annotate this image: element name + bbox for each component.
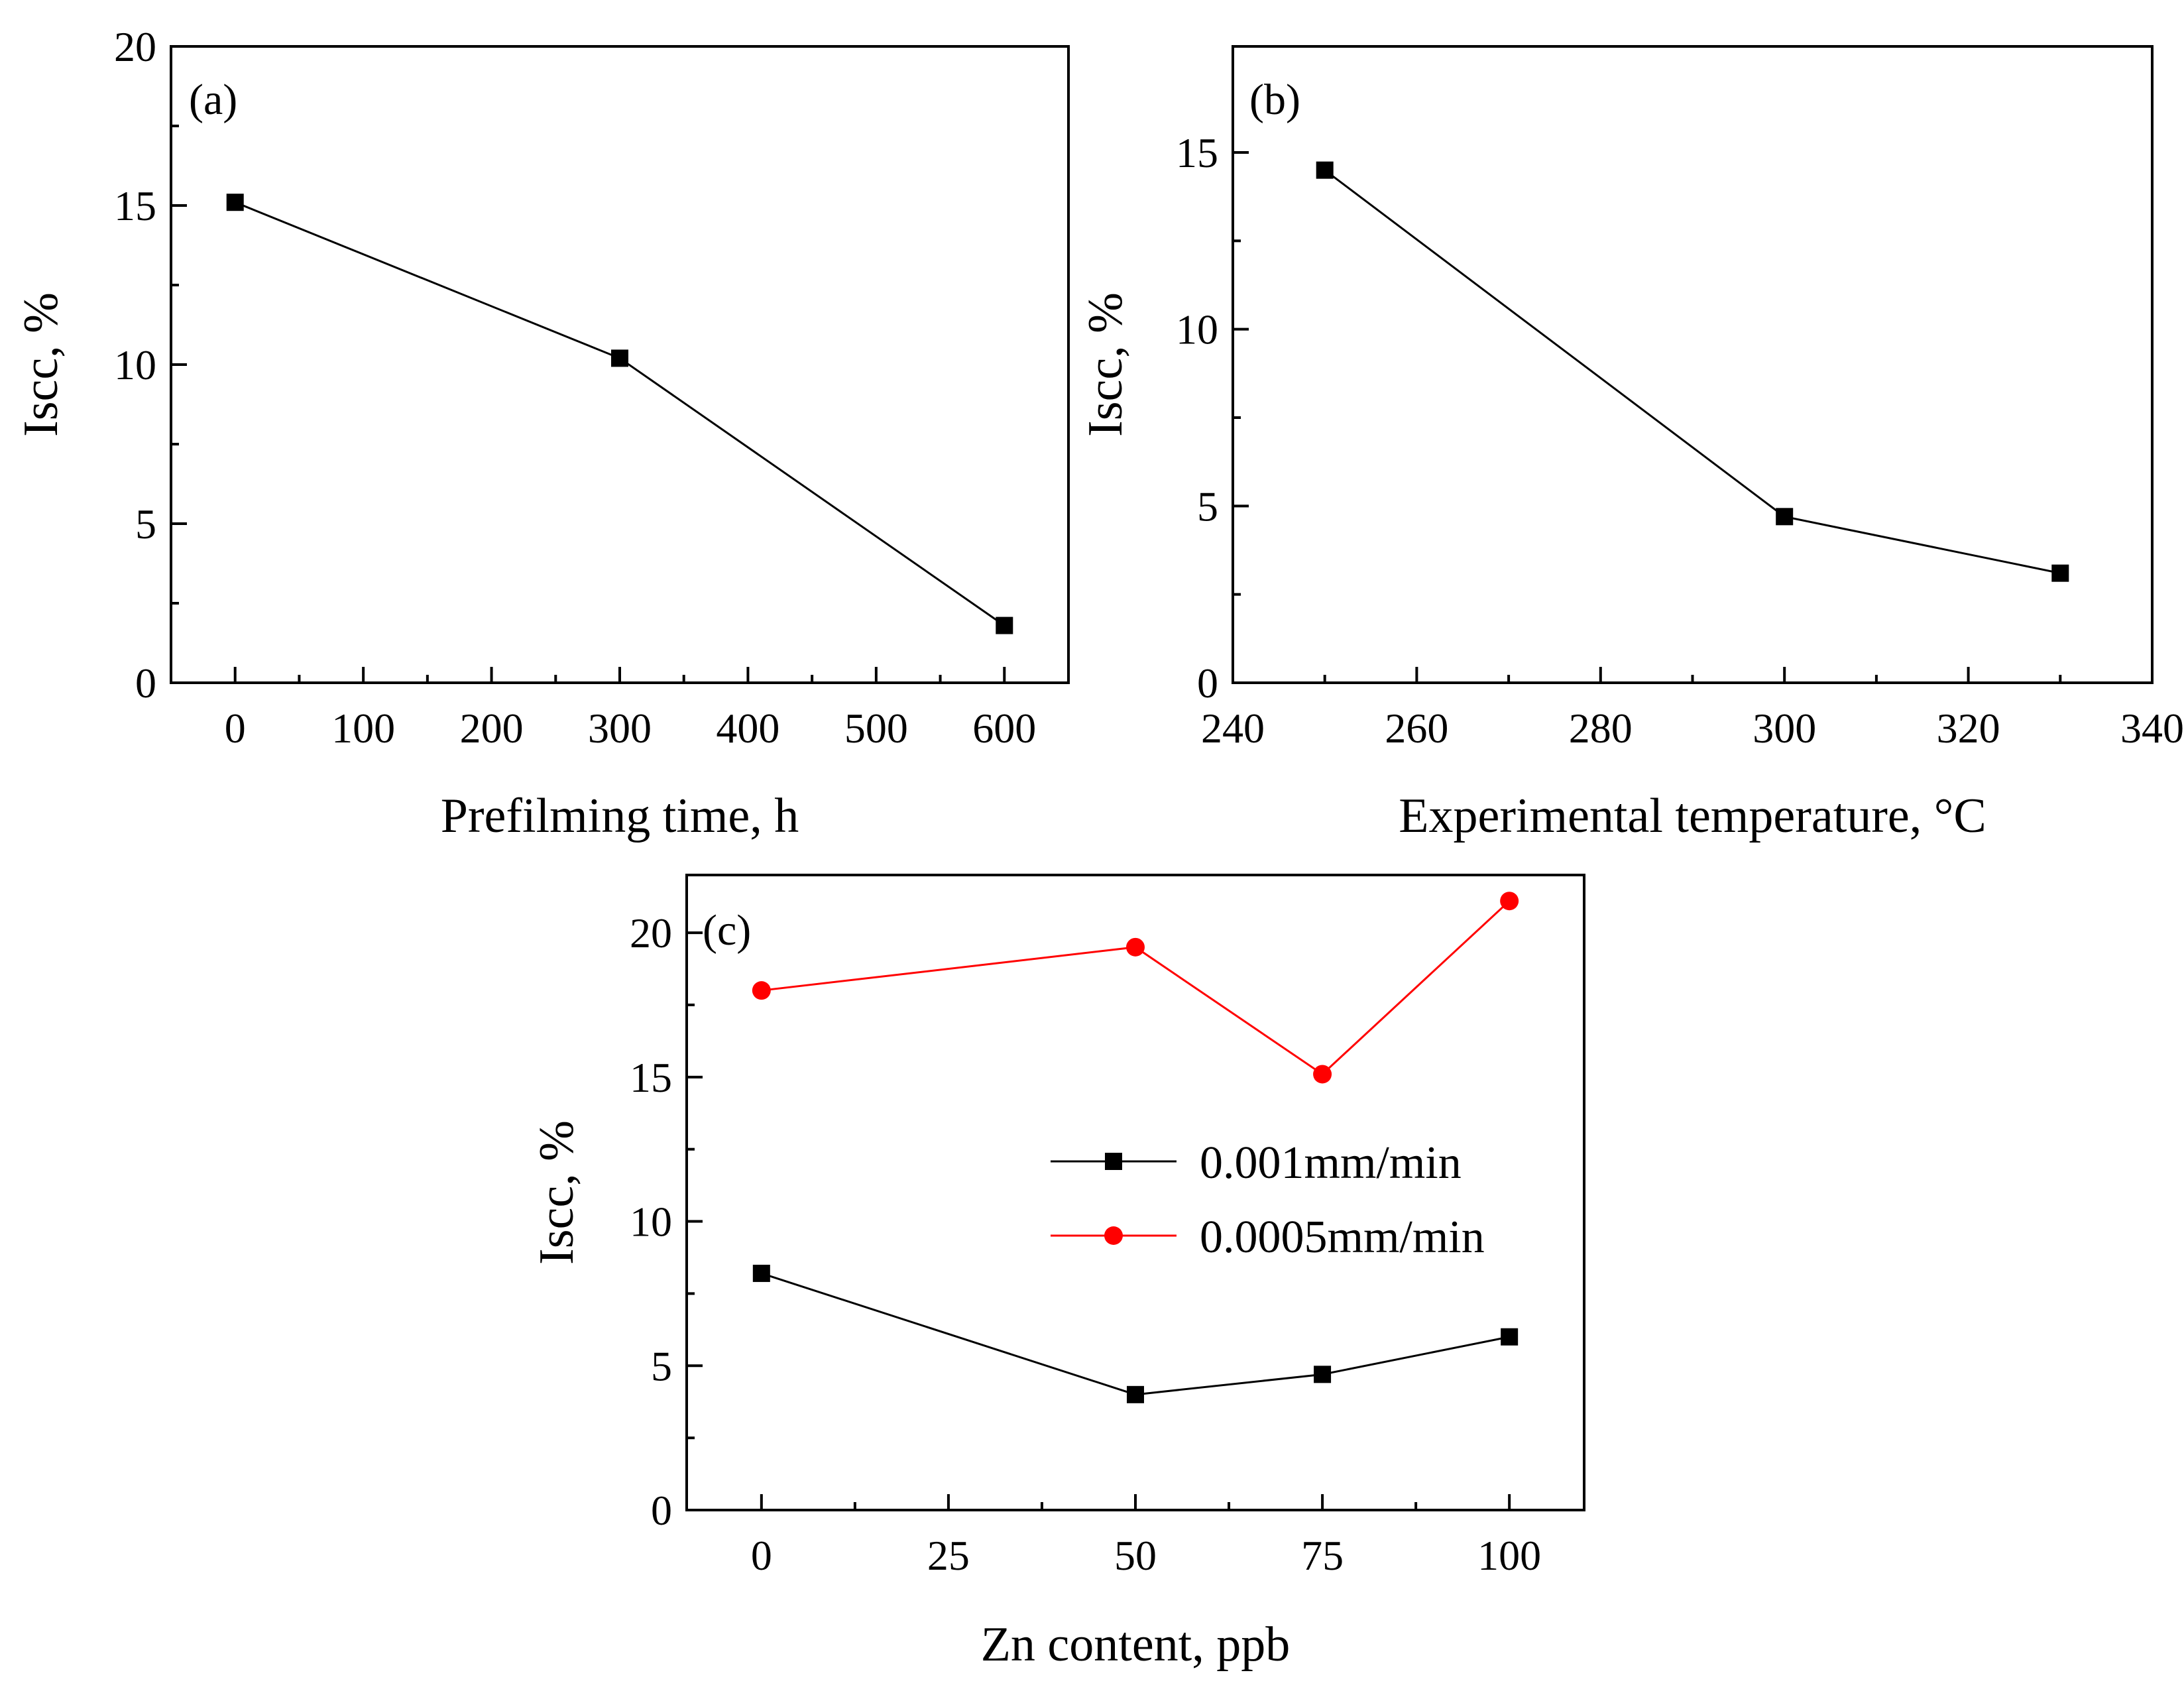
y-tick-label: 0 <box>651 1487 672 1534</box>
y-tick-label: 0 <box>135 660 156 707</box>
data-point <box>996 616 1013 634</box>
x-tick-label: 0 <box>225 705 246 752</box>
data-point <box>1501 1328 1519 1346</box>
series-line-0 <box>1324 169 2061 575</box>
panel-label-a: (a) <box>189 76 237 124</box>
x-axis-label-c: Zn content, ppb <box>981 1617 1291 1672</box>
chart-panel-b: 240 260 280 300 320 340 0 5 10 15 (b) Experimenta… <box>1078 45 2184 843</box>
plot-frame-c <box>685 874 1585 1511</box>
legend-label-1: 0.0005mm/min <box>1200 1212 1485 1263</box>
legend-marker-1 <box>1104 1226 1123 1245</box>
data-point <box>226 194 244 211</box>
y-tick-label: 5 <box>135 500 156 548</box>
data-point <box>611 349 628 367</box>
legend-marker-0 <box>1105 1153 1122 1170</box>
y-axis-label-a: Iscc, % <box>14 292 68 437</box>
x-tick-label: 100 <box>1477 1532 1541 1579</box>
panel-label-b: (b) <box>1249 76 1300 124</box>
data-point <box>1316 161 1334 179</box>
x-tick-label: 600 <box>972 705 1036 752</box>
x-tick-label: 320 <box>1937 705 2000 752</box>
series-line-0 <box>761 1272 1510 1396</box>
y-axis-label-c: Iscc, % <box>530 1120 584 1265</box>
x-tick-label: 400 <box>716 705 779 752</box>
x-tick-label: 0 <box>751 1532 772 1579</box>
y-tick-label: 15 <box>630 1054 672 1101</box>
x-tick-label: 25 <box>927 1532 970 1579</box>
y-tick-label: 10 <box>630 1198 672 1246</box>
x-tick-label: 280 <box>1569 705 1633 752</box>
y-tick-label: 10 <box>114 341 156 388</box>
series-layer-b <box>1316 161 2069 582</box>
series-line-0 <box>235 201 1006 626</box>
tick-layer-a: 0 100 200 300 400 500 600 0 5 10 15 20 <box>114 23 1036 752</box>
chart-panel-a: 0 100 200 300 400 500 600 0 5 10 15 20 (a) Prefilmi… <box>14 23 1070 843</box>
series-layer-a <box>226 194 1013 634</box>
x-tick-label: 100 <box>331 705 395 752</box>
x-tick-label: 200 <box>460 705 524 752</box>
tick-layer-c: 0 25 50 75 100 0 5 10 15 20 <box>630 909 1541 1579</box>
x-tick-label: 500 <box>844 705 908 752</box>
data-point <box>1500 892 1519 911</box>
series-layer-c <box>752 892 1519 1403</box>
data-point <box>2051 564 2069 582</box>
x-tick-label: 300 <box>588 705 652 752</box>
x-tick-label: 50 <box>1114 1532 1157 1579</box>
data-point <box>752 1264 770 1282</box>
data-point <box>1127 1385 1144 1403</box>
x-tick-label: 340 <box>2120 705 2184 752</box>
x-tick-label: 240 <box>1201 705 1265 752</box>
chart-panel-c: 0 25 50 75 100 0 5 10 15 20 (c) Zn content, ppb I… <box>530 874 1585 1672</box>
series-line-1 <box>761 900 1511 1076</box>
x-axis-label-b: Experimental temperature, °C <box>1399 789 1986 843</box>
tick-layer-b: 240 260 280 300 320 340 0 5 10 15 <box>1176 129 2184 752</box>
y-tick-label: 10 <box>1176 306 1218 353</box>
x-tick-label: 300 <box>1753 705 1816 752</box>
legend-c: 0.001mm/min 0.0005mm/min <box>1051 1138 1485 1263</box>
data-point <box>752 981 771 1000</box>
legend-label-0: 0.001mm/min <box>1200 1138 1462 1189</box>
x-tick-label: 75 <box>1301 1532 1344 1579</box>
legend-entry-1: 0.0005mm/min <box>1051 1212 1485 1263</box>
data-point <box>1776 508 1794 526</box>
x-axis-label-a: Prefilming time, h <box>441 789 799 843</box>
panel-label-c: (c) <box>703 906 751 955</box>
y-tick-label: 5 <box>651 1342 672 1389</box>
y-axis-label-b: Iscc, % <box>1078 292 1133 437</box>
data-point <box>1314 1366 1332 1383</box>
y-tick-label: 20 <box>114 23 156 70</box>
legend-entry-0: 0.001mm/min <box>1051 1138 1462 1189</box>
x-tick-label: 260 <box>1385 705 1448 752</box>
data-point <box>1313 1065 1332 1084</box>
y-tick-label: 15 <box>1176 129 1218 176</box>
y-tick-label: 15 <box>114 182 156 229</box>
y-tick-label: 0 <box>1197 660 1218 707</box>
y-tick-label: 5 <box>1197 483 1218 530</box>
data-point <box>1126 937 1145 957</box>
plot-frame-b <box>1232 45 2154 684</box>
plot-frame-a <box>170 45 1070 684</box>
y-tick-label: 20 <box>630 909 672 957</box>
